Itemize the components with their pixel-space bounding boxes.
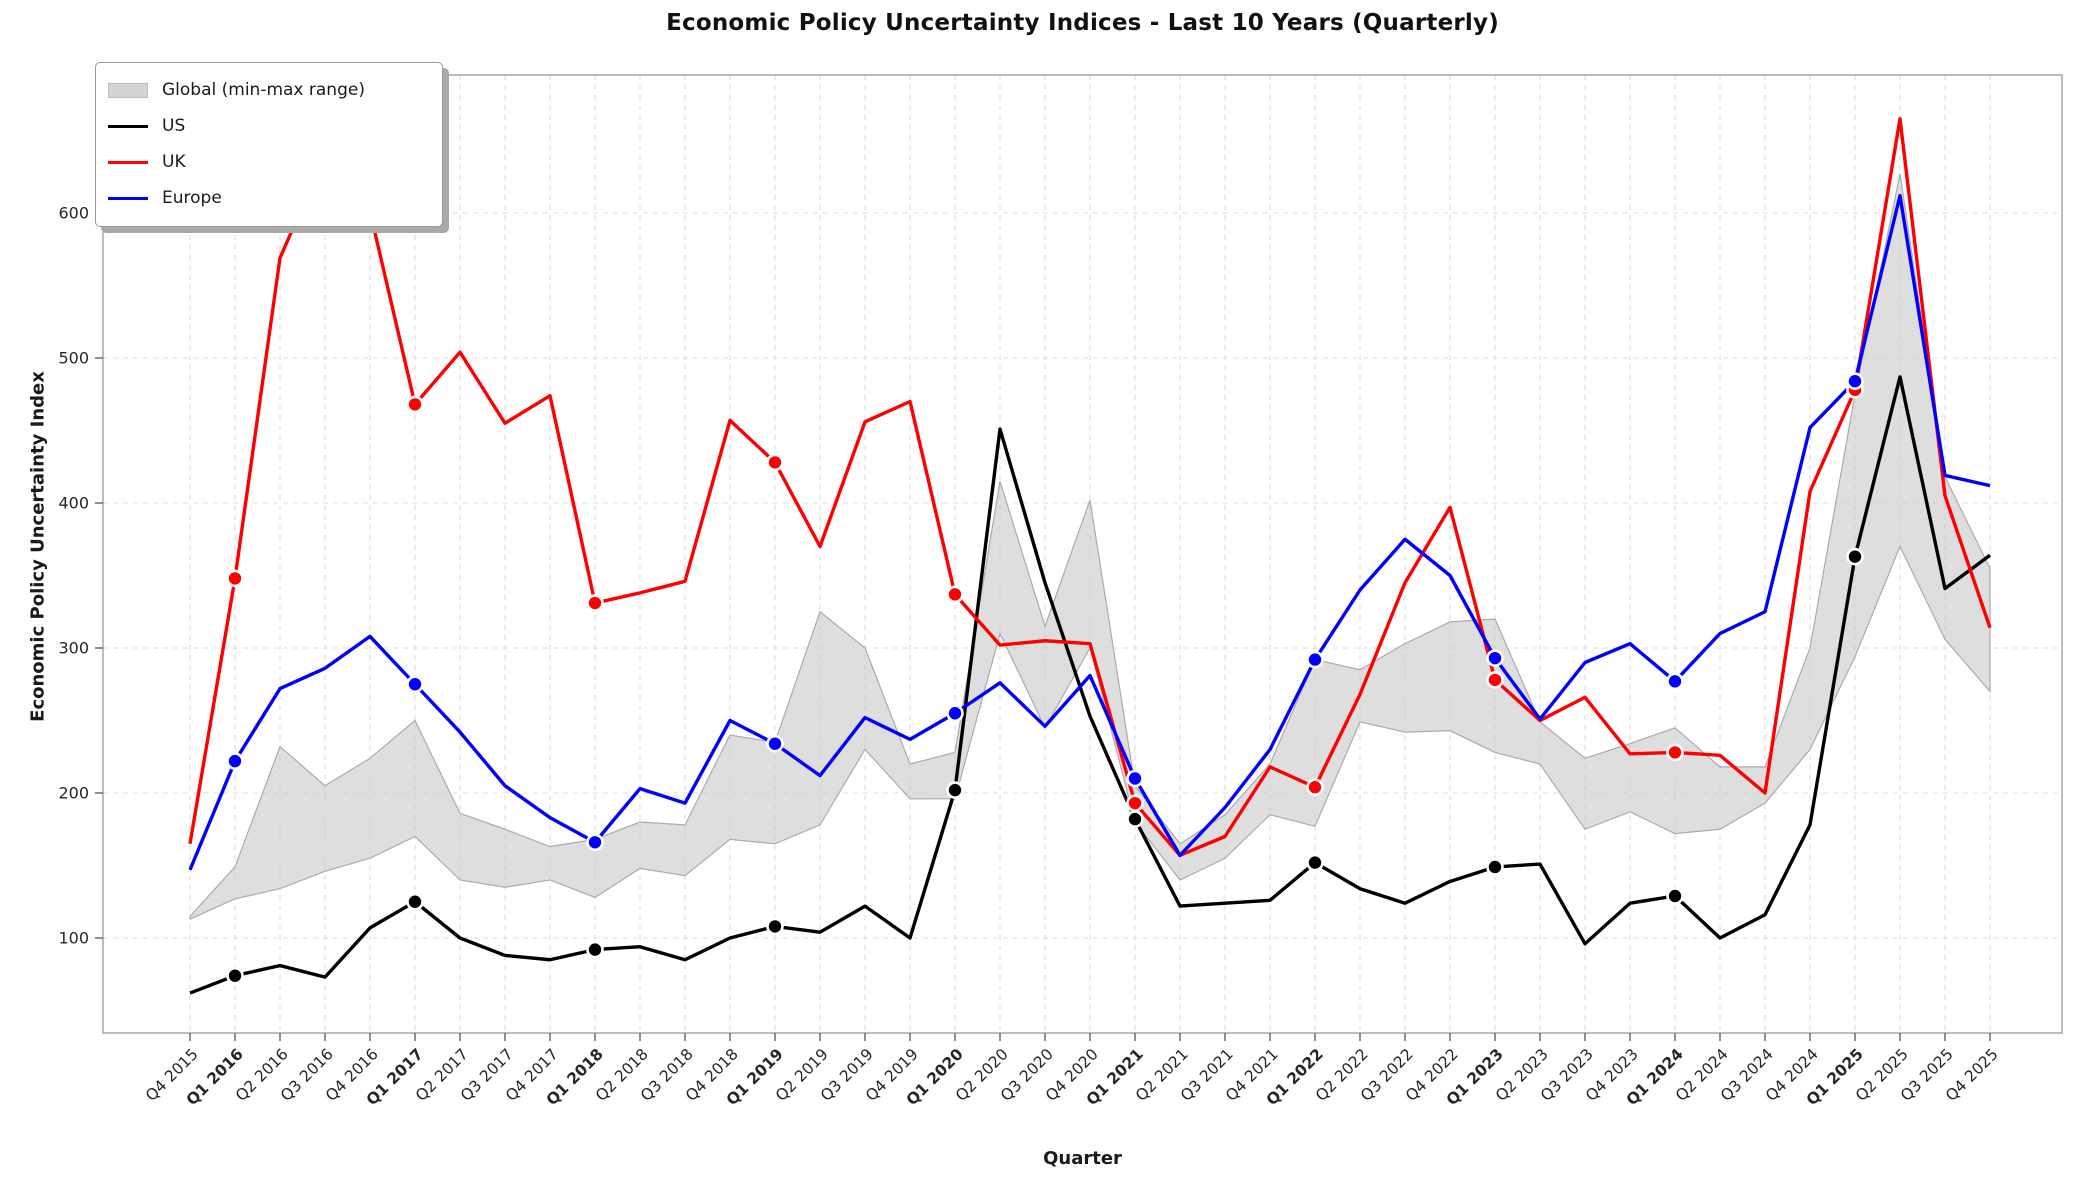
global-range-band xyxy=(189,173,1991,921)
legend-label-uk: UK xyxy=(162,152,186,172)
svg-text:300: 300 xyxy=(58,639,89,658)
svg-text:600: 600 xyxy=(58,204,89,223)
europe-q1-markers xyxy=(226,372,1864,852)
legend-item-global-range: Global (min-max range) xyxy=(108,72,428,108)
band-swatch-icon xyxy=(108,82,148,98)
europe-line xyxy=(188,193,1991,871)
legend-item-uk: UK xyxy=(108,144,428,180)
y-tick-labels: 100 200 300 400 500 600 xyxy=(58,204,89,948)
us-line xyxy=(189,375,1992,995)
legend-label-us: US xyxy=(162,116,186,136)
plot-border xyxy=(102,74,2063,1034)
legend-item-us: US xyxy=(108,108,428,144)
uk-line-swatch-icon xyxy=(108,160,148,164)
x-axis-title: Quarter xyxy=(1043,1148,1122,1169)
svg-text:100: 100 xyxy=(58,929,89,948)
legend-item-europe: Europe xyxy=(108,180,428,216)
y-axis-title: Economic Policy Uncertainty Index xyxy=(27,371,49,722)
us-q1-markers xyxy=(226,547,1864,985)
svg-text:400: 400 xyxy=(58,494,89,513)
svg-text:500: 500 xyxy=(58,349,89,368)
uk-line xyxy=(188,117,1992,858)
chart-title: Economic Policy Uncertainty Indices - La… xyxy=(666,10,1499,36)
europe-line-swatch-icon xyxy=(108,196,148,200)
us-line-swatch-icon xyxy=(108,124,148,128)
uk-q1-markers xyxy=(226,381,1864,812)
tick-marks xyxy=(95,212,1991,1041)
chart-legend: Global (min-max range) US UK Europe xyxy=(95,62,443,227)
legend-label-europe: Europe xyxy=(162,188,222,208)
legend-label-global: Global (min-max range) xyxy=(162,80,365,100)
svg-text:200: 200 xyxy=(58,784,89,803)
